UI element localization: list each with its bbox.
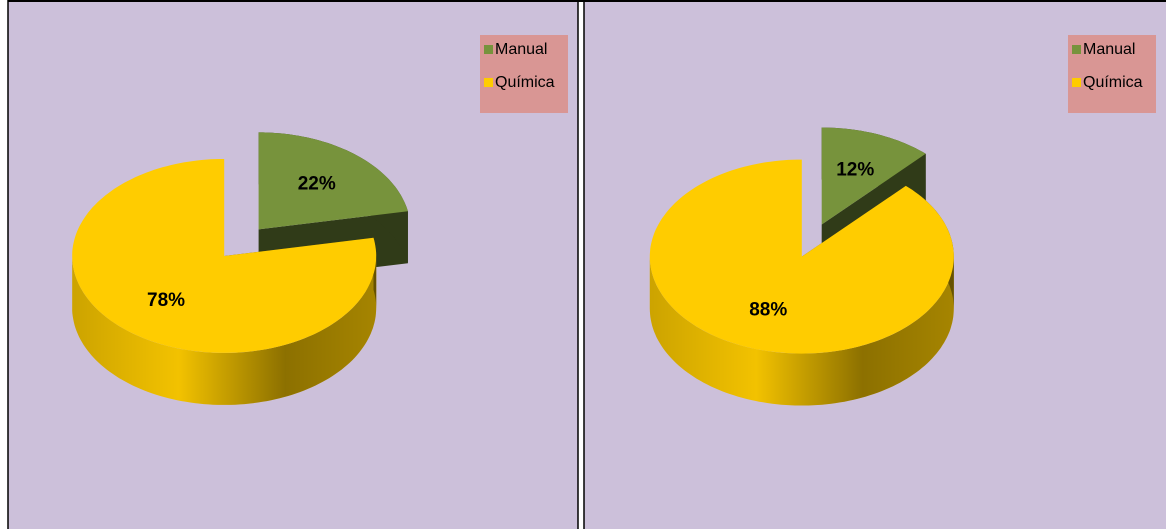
pie-slice (258, 132, 408, 230)
legend-box (1068, 35, 1156, 113)
data-label: 78% (147, 290, 185, 311)
data-label: 22% (298, 174, 336, 195)
legend-swatch (1072, 78, 1081, 87)
legend-label: Química (495, 74, 555, 91)
legend-label: Manual (495, 41, 547, 58)
legend-swatch (1072, 45, 1081, 54)
data-label: 12% (836, 159, 874, 180)
data-label: 88% (749, 300, 787, 321)
legend-box (480, 35, 568, 113)
legend-swatch (484, 78, 493, 87)
pie-slice (649, 159, 954, 354)
legend-label: Química (1083, 74, 1143, 91)
pie-slice (72, 159, 377, 353)
slice-wall-shade (72, 256, 377, 405)
legend-label: Manual (1083, 41, 1135, 58)
legend-swatch (484, 45, 493, 54)
slice-wall-shade (649, 256, 954, 406)
pie-slice (821, 127, 926, 225)
